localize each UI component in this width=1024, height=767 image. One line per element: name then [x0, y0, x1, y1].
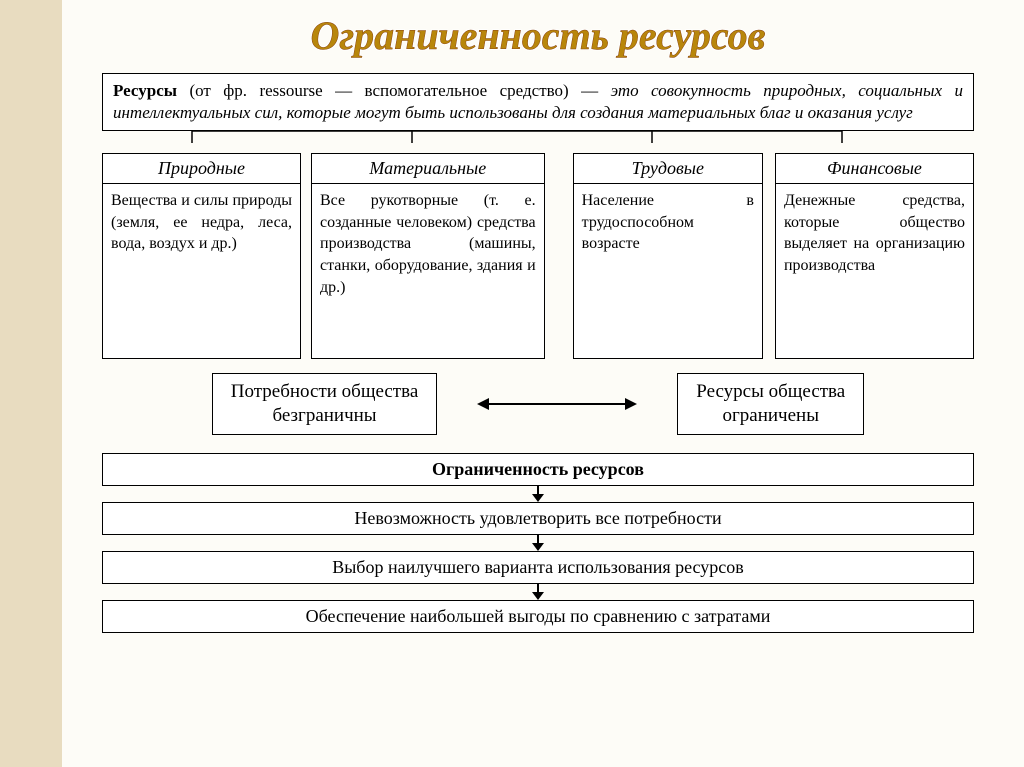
- category-col-2: Трудовые Население в трудоспособном возр…: [573, 153, 763, 359]
- chain-flow: Ограниченность ресурсов Невозможность уд…: [102, 453, 974, 633]
- chain-step: Невозможность удовлетворить все потребно…: [102, 502, 974, 535]
- definition-box: Ресурсы (от фр. ressourse — вспомогатель…: [102, 73, 974, 131]
- category-body: Вещества и силы природы (земля, ее недра…: [102, 184, 301, 359]
- category-header: Природные: [102, 153, 301, 184]
- category-col-3: Финансовые Денежные средства, которые об…: [775, 153, 974, 359]
- tension-left: Потребности обществабезграничны: [212, 373, 438, 435]
- arrow-down-icon: [529, 535, 547, 551]
- double-arrow-icon: [477, 395, 637, 413]
- chain-step: Обеспечение наибольшей выгоды по сравнен…: [102, 600, 974, 633]
- definition-etym: (от фр. ressourse — вспомогательное сред…: [177, 81, 611, 100]
- slide-content: Ограниченность ресурсов Ресурсы (от фр. …: [62, 0, 1024, 767]
- arrow-down-icon: [529, 486, 547, 502]
- tension-right-text: Ресурсы обществаограничены: [696, 381, 845, 426]
- category-body: Все рукотворные (т. е. созданные человек…: [311, 184, 545, 359]
- arrow-down-icon: [529, 584, 547, 600]
- slide-title: Ограниченность ресурсов: [102, 12, 974, 59]
- connector-top: [102, 131, 932, 143]
- category-col-0: Природные Вещества и силы природы (земля…: [102, 153, 301, 359]
- chain-step: Ограниченность ресурсов: [102, 453, 974, 486]
- tension-right: Ресурсы обществаограничены: [677, 373, 864, 435]
- tension-left-text: Потребности обществабезграничны: [231, 381, 419, 426]
- tension-row: Потребности обществабезграничны Ресурсы …: [102, 373, 974, 435]
- category-body: Денежные средства, которые общество выде…: [775, 184, 974, 359]
- category-header: Финансовые: [775, 153, 974, 184]
- categories-row: Природные Вещества и силы природы (земля…: [102, 153, 974, 359]
- category-body: Население в трудоспособном возрасте: [573, 184, 763, 359]
- sidebar-stripe: [0, 0, 62, 767]
- category-header: Материальные: [311, 153, 545, 184]
- category-header: Трудовые: [573, 153, 763, 184]
- chain-step: Выбор наилучшего варианта использования …: [102, 551, 974, 584]
- category-col-1: Материальные Все рукотворные (т. е. созд…: [311, 153, 545, 359]
- definition-term: Ресурсы: [113, 81, 177, 100]
